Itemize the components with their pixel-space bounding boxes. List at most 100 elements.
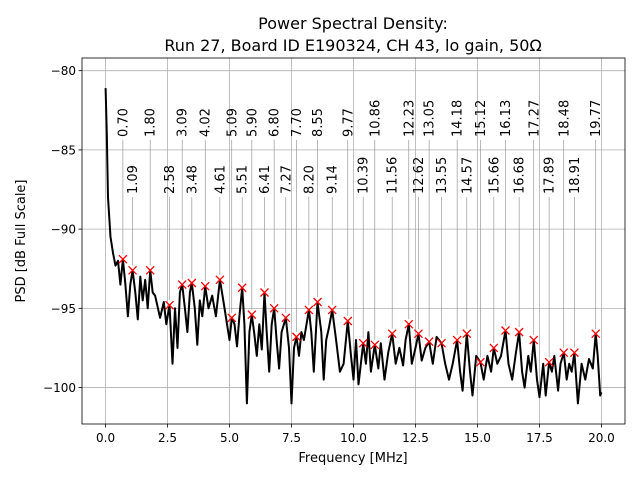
peak-marker — [529, 335, 539, 345]
x-tick-label: 12.5 — [402, 431, 429, 445]
grid — [82, 58, 625, 424]
peak-marker-stroke — [452, 335, 462, 345]
peak-marker-stroke — [292, 332, 301, 342]
peak-marker — [200, 281, 210, 291]
chart-title: Power Spectral Density: — [258, 14, 448, 33]
peak-marker — [118, 254, 128, 264]
y-axis-label: PSD [dB Full Scale] — [14, 179, 29, 302]
peak-marker-stroke — [462, 329, 472, 339]
peak-marker — [260, 288, 269, 297]
y-tick-label: −90 — [51, 223, 76, 237]
x-tick-label: 0.0 — [96, 431, 115, 445]
peak-marker — [247, 310, 257, 320]
peak-label: 12.62 — [412, 157, 427, 194]
peak-label: 16.13 — [499, 100, 514, 137]
chart-subtitle: Run 27, Board ID E190324, CH 43, lo gain… — [164, 36, 541, 55]
x-tick-label: 17.5 — [526, 431, 553, 445]
peak-marker-stroke — [165, 300, 174, 310]
peak-label: 9.14 — [326, 165, 341, 194]
peak-marker — [292, 332, 301, 342]
peak-marker — [215, 275, 225, 285]
peak-label: 15.12 — [474, 100, 489, 137]
peak-label: 7.70 — [290, 108, 305, 137]
peak-label: 14.18 — [451, 100, 466, 137]
peak-label: 13.55 — [435, 157, 450, 194]
peak-marker — [145, 265, 155, 275]
psd-line — [104, 88, 603, 405]
peak-label: 10.86 — [368, 100, 383, 137]
peak-marker-stroke — [514, 327, 524, 337]
peak-marker-stroke — [414, 329, 423, 339]
peak-marker — [501, 326, 510, 335]
peak-marker — [452, 335, 462, 345]
peak-label: 11.56 — [386, 157, 401, 194]
y-tick-label: −85 — [51, 143, 76, 157]
peak-label: 10.39 — [357, 157, 372, 194]
peak-label: 16.68 — [513, 157, 528, 194]
x-tick-label: 7.5 — [282, 431, 301, 445]
peak-marker-stroke — [591, 329, 601, 339]
peak-marker-stroke — [343, 316, 353, 326]
x-tick-label: 10.0 — [340, 431, 367, 445]
peak-marker-stroke — [227, 313, 237, 323]
peak-marker — [544, 357, 554, 367]
peak-marker — [514, 327, 524, 337]
peak-marker-stroke — [215, 275, 225, 285]
peak-marker — [237, 283, 247, 293]
peak-marker — [591, 329, 601, 339]
peak-marker — [358, 338, 368, 348]
peak-label: 5.09 — [225, 108, 240, 137]
peak-label: 4.61 — [213, 165, 228, 194]
peak-marker — [462, 329, 472, 339]
peak-marker-stroke — [559, 348, 569, 358]
peak-marker — [343, 316, 353, 326]
peak-marker — [559, 348, 569, 358]
peak-marker-stroke — [118, 254, 128, 264]
peak-label: 5.51 — [236, 165, 251, 194]
peak-label: 19.77 — [589, 100, 604, 137]
peak-label: 3.48 — [185, 165, 200, 194]
peak-label: 12.23 — [402, 100, 417, 137]
peak-marker — [165, 300, 174, 310]
peak-label: 18.48 — [557, 100, 572, 137]
y-tick-label: −80 — [51, 64, 76, 78]
peak-marker-stroke — [569, 348, 579, 358]
peak-marker-stroke — [247, 310, 257, 320]
peak-marker-stroke — [501, 326, 510, 335]
peak-marker-stroke — [260, 288, 269, 297]
y-axis: −80 −85 −90 −95 −100 — [43, 64, 82, 395]
peak-label: 15.66 — [487, 157, 502, 194]
peak-marker-stroke — [475, 357, 485, 367]
peak-marker — [387, 329, 397, 339]
peak-marker — [313, 297, 323, 307]
peak-label: 9.77 — [341, 108, 356, 137]
peak-marker-stroke — [145, 265, 155, 275]
peak-label: 0.70 — [116, 108, 131, 137]
plot-area: 0.70 1.09 1.80 2.58 3.09 3.48 4.02 4.61 5.09 5.51… — [104, 88, 604, 405]
peak-marker — [177, 280, 187, 290]
peak-marker — [404, 319, 414, 329]
peak-marker-stroke — [187, 278, 197, 288]
x-tick-label: 5.0 — [220, 431, 239, 445]
peak-marker — [227, 313, 237, 323]
peak-marker — [269, 303, 279, 313]
peak-marker — [128, 265, 138, 275]
x-tick-label: 20.0 — [588, 431, 615, 445]
peak-marker — [489, 343, 499, 353]
peak-label: 18.91 — [568, 157, 583, 194]
peak-marker — [569, 348, 579, 358]
peak-marker-stroke — [281, 313, 291, 323]
peak-marker-stroke — [177, 280, 187, 290]
x-axis: 0.0 2.5 5.0 7.5 10.0 12.5 15.0 17.5 20.0 — [96, 424, 615, 445]
peak-marker — [370, 340, 380, 350]
peak-marker-stroke — [529, 335, 539, 345]
peak-marker-stroke — [200, 281, 210, 291]
peak-marker — [475, 357, 485, 367]
peak-marker-stroke — [269, 303, 279, 313]
peak-label: 14.57 — [460, 157, 475, 194]
peak-label: 8.55 — [311, 108, 326, 137]
peak-marker-stroke — [370, 340, 380, 350]
peak-label: 5.90 — [245, 108, 260, 137]
peak-marker — [437, 338, 446, 348]
peak-marker-stroke — [404, 319, 414, 329]
